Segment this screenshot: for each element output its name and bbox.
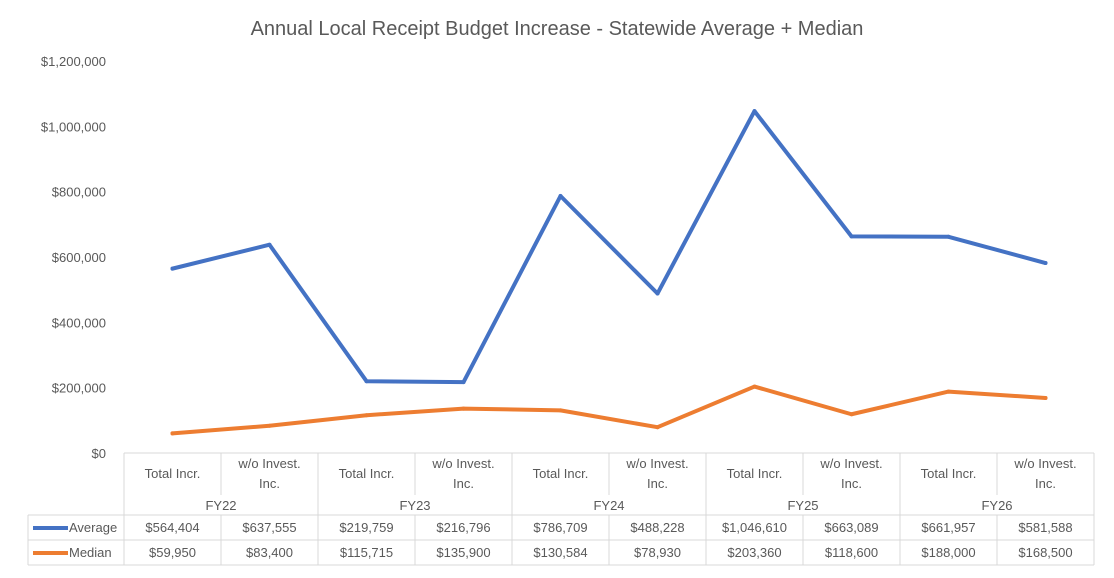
- data-cell: $1,046,610: [722, 520, 787, 535]
- category-label-line: w/o Invest.: [431, 456, 494, 471]
- data-point-median: [364, 413, 369, 418]
- category-label: Total Incr.: [727, 466, 783, 481]
- chart-title: Annual Local Receipt Budget Increase - S…: [251, 18, 864, 40]
- group-label: FY24: [593, 498, 624, 513]
- data-cell: $135,900: [436, 545, 490, 560]
- legend-label: Average: [69, 520, 117, 535]
- data-cell: $130,584: [533, 545, 587, 560]
- category-label: Total Incr.: [339, 466, 395, 481]
- y-tick-label: $800,000: [52, 185, 106, 200]
- category-label: w/o Invest. Inc.: [431, 456, 494, 491]
- data-cell: $168,500: [1018, 545, 1072, 560]
- data-cell: $216,796: [436, 520, 490, 535]
- data-cell: $115,715: [340, 545, 393, 560]
- group-label: FY23: [399, 498, 430, 513]
- data-point-average: [170, 266, 175, 271]
- data-point-average: [946, 234, 951, 239]
- group-label: FY26: [981, 498, 1012, 513]
- data-cell: $786,709: [533, 520, 587, 535]
- y-tick-label: $0: [92, 446, 106, 461]
- category-label-line: Inc.: [453, 476, 474, 491]
- data-point-median: [461, 406, 466, 411]
- data-point-average: [364, 379, 369, 384]
- data-cell: $188,000: [921, 545, 975, 560]
- data-point-average: [655, 291, 660, 296]
- data-cell: $581,588: [1018, 520, 1072, 535]
- data-cell: $663,089: [824, 520, 878, 535]
- category-label-line: Inc.: [841, 476, 862, 491]
- category-label: w/o Invest. Inc.: [819, 456, 882, 491]
- data-point-median: [752, 384, 757, 389]
- category-label-line: w/o Invest.: [819, 456, 882, 471]
- data-point-average: [752, 109, 757, 114]
- data-cell: $78,930: [634, 545, 681, 560]
- data-point-median: [267, 423, 272, 428]
- data-cell: $219,759: [339, 520, 393, 535]
- data-cell: $661,957: [921, 520, 975, 535]
- data-point-average: [461, 380, 466, 385]
- category-label-line: w/o Invest.: [237, 456, 300, 471]
- category-label: Total Incr.: [145, 466, 201, 481]
- category-label: Total Incr.: [921, 466, 977, 481]
- data-cell: $59,950: [149, 545, 196, 560]
- data-point-average: [1043, 261, 1048, 266]
- category-label-line: w/o Invest.: [1013, 456, 1076, 471]
- data-point-median: [170, 431, 175, 436]
- data-point-average: [849, 234, 854, 239]
- data-point-average: [558, 194, 563, 199]
- category-label: w/o Invest. Inc.: [1013, 456, 1076, 491]
- y-tick-label: $600,000: [52, 250, 106, 265]
- legend-label: Median: [69, 545, 112, 560]
- series-line-median: [170, 384, 1048, 436]
- category-label: Total Incr.: [533, 466, 589, 481]
- data-point-median: [946, 389, 951, 394]
- data-cell: $83,400: [246, 545, 293, 560]
- data-cell: $564,404: [145, 520, 199, 535]
- category-label: w/o Invest. Inc.: [237, 456, 300, 491]
- y-tick-label: $400,000: [52, 315, 106, 330]
- data-point-median: [655, 425, 660, 430]
- y-tick-label: $1,000,000: [41, 119, 106, 134]
- group-label: FY25: [787, 498, 818, 513]
- category-label: w/o Invest. Inc.: [625, 456, 688, 491]
- data-point-median: [849, 412, 854, 417]
- series-line-average: [170, 109, 1048, 385]
- y-tick-label: $200,000: [52, 381, 106, 396]
- category-label-line: Inc.: [1035, 476, 1056, 491]
- category-label-line: Inc.: [647, 476, 668, 491]
- data-cell: $118,600: [825, 545, 878, 560]
- y-tick-label: $1,200,000: [41, 54, 106, 69]
- data-point-median: [1043, 395, 1048, 400]
- category-label-line: Inc.: [259, 476, 280, 491]
- group-label: FY22: [205, 498, 236, 513]
- data-cell: $203,360: [727, 545, 781, 560]
- data-cell: $637,555: [242, 520, 296, 535]
- data-cell: $488,228: [630, 520, 684, 535]
- data-point-median: [558, 408, 563, 413]
- data-point-average: [267, 242, 272, 247]
- category-label-line: w/o Invest.: [625, 456, 688, 471]
